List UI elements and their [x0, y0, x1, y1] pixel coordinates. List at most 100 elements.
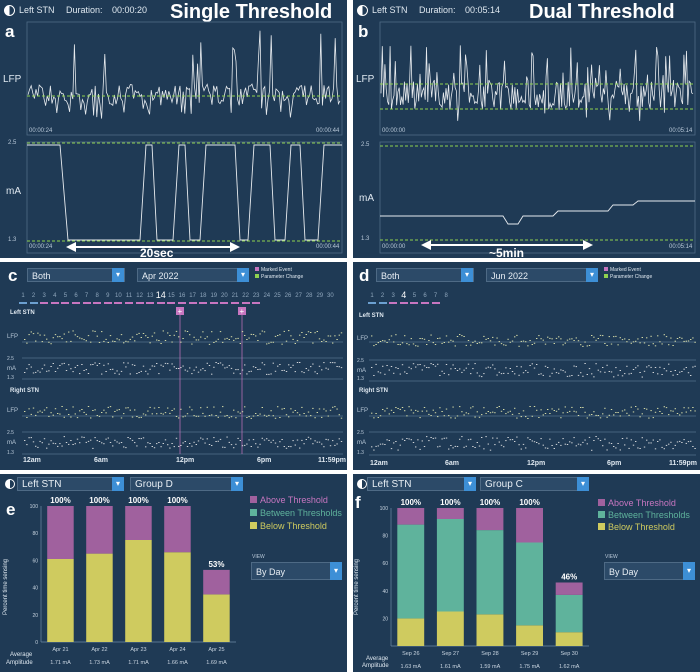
channel-name: Left STN — [19, 5, 55, 15]
chevron-down-icon[interactable]: ▾ — [464, 477, 476, 491]
marked-event-icon[interactable] — [238, 307, 246, 315]
day-button[interactable]: 10 — [115, 293, 122, 299]
day-button[interactable]: 12 — [136, 293, 143, 299]
day-button[interactable]: 30 — [327, 293, 334, 299]
span-label: ~5min — [489, 246, 524, 258]
day-button[interactable]: 24 — [263, 293, 271, 299]
x-tick-label: Apr 25 — [208, 647, 224, 653]
chevron-down-icon[interactable]: ▾ — [112, 477, 124, 491]
day-button[interactable]: 15 — [168, 293, 175, 299]
bar-segment — [125, 506, 152, 540]
day-selector: 1 2 3 4 5 6 7 8 9 10 11 12 13 14 15 16 17 18 19 20 21 22 23 24 2… — [18, 290, 338, 305]
day-button[interactable]: 13 — [146, 293, 154, 299]
day-button[interactable]: 2 — [31, 293, 36, 299]
chevron-down-icon[interactable]: ▾ — [237, 268, 249, 282]
toggle-icon[interactable] — [357, 5, 368, 16]
chevron-down-icon[interactable]: ▾ — [577, 477, 589, 491]
x-tick-label: Apr 24 — [169, 647, 185, 653]
mode-dropdown[interactable]: Both — [376, 268, 474, 282]
day-button[interactable]: 6 — [423, 293, 427, 299]
bar-segment — [47, 506, 74, 559]
toggle-icon[interactable] — [5, 479, 15, 489]
channel-dropdown[interactable]: Left STN — [367, 477, 476, 491]
y-tick-label: 100 — [380, 506, 389, 512]
day-button[interactable]: 16 — [178, 293, 186, 299]
day-button[interactable]: 7 — [433, 293, 438, 299]
bar-chart: 0 20 40 60 80 100 100% Apr 21 1.71 mA 100% Apr 22 1… — [30, 496, 236, 666]
day-button[interactable]: 21 — [231, 293, 239, 299]
panel-c: Both ▾ Apr 2022 ▾ Marked Event Parameter… — [0, 262, 347, 470]
panel-e: Left STN ▾ Group D ▾ e Above Threshold B… — [0, 474, 347, 672]
day-data-marker — [114, 302, 123, 304]
chevron-down-icon[interactable]: ▾ — [231, 477, 243, 491]
day-button[interactable]: 3 — [391, 293, 395, 299]
marked-event-icon[interactable] — [176, 307, 184, 315]
day-button[interactable]: 17 — [189, 293, 196, 299]
day-data-marker — [29, 302, 38, 304]
day-button[interactable]: 5 — [63, 293, 68, 299]
chevron-down-icon[interactable]: ▾ — [330, 562, 342, 580]
lfp-trace — [380, 45, 694, 121]
day-button[interactable]: 20 — [221, 293, 228, 299]
time-label: 6pm — [607, 460, 622, 467]
bar-total-label: 100% — [50, 496, 70, 505]
view-label: VIEW — [605, 554, 618, 560]
day-data-marker — [40, 302, 49, 304]
chevron-down-icon[interactable]: ▾ — [461, 268, 473, 282]
day-button[interactable]: 6 — [74, 293, 78, 299]
ma-max-label: 2.5 — [7, 356, 14, 362]
day-button[interactable]: 25 — [274, 293, 281, 299]
day-button[interactable]: 23 — [252, 293, 260, 299]
bar-chart: 20 40 60 80 100 100% Sep 26 1.63 mA 100% Sep 27 1.… — [380, 498, 589, 670]
day-button[interactable]: 9 — [106, 293, 110, 299]
day-button[interactable]: 27 — [295, 293, 302, 299]
day-button[interactable]: 11 — [125, 293, 133, 299]
panel-d: Both ▾ Jun 2022 ▾ Marked Event Parameter… — [353, 262, 700, 470]
bar-segment — [397, 524, 425, 619]
day-data-marker — [125, 302, 133, 304]
avg-label: Amplitude — [6, 660, 33, 666]
day-button[interactable]: 26 — [284, 293, 292, 299]
day-button[interactable]: 7 — [84, 293, 89, 299]
day-button[interactable]: 8 — [444, 293, 448, 299]
legend-between: Between Thresholds — [608, 510, 690, 520]
day-button[interactable]: 22 — [242, 293, 249, 299]
duration-label: Duration: — [66, 5, 103, 15]
y-tick-label: 80 — [382, 534, 388, 540]
y-tick-label: 0 — [35, 640, 38, 646]
day-button[interactable]: 1 — [21, 293, 25, 299]
day-button[interactable]: 4 — [401, 290, 407, 300]
svg-text:+: + — [178, 307, 183, 316]
toggle-icon[interactable] — [357, 479, 367, 489]
panel-a: Left STN Duration: 00:00:20 Single Thres… — [0, 0, 347, 258]
day-button[interactable]: 28 — [305, 293, 313, 299]
day-button[interactable]: 29 — [316, 293, 324, 299]
day-button[interactable]: 3 — [42, 293, 46, 299]
day-button[interactable]: 18 — [199, 293, 207, 299]
month-dropdown[interactable]: Apr 2022 — [137, 268, 249, 282]
day-button[interactable]: 2 — [380, 293, 385, 299]
day-button[interactable]: 19 — [210, 293, 218, 299]
day-button[interactable]: 5 — [412, 293, 417, 299]
day-data-marker — [421, 302, 429, 304]
day-button[interactable]: 1 — [370, 293, 374, 299]
marked-event-swatch — [604, 267, 608, 271]
day-data-marker — [103, 302, 112, 304]
above-swatch — [598, 499, 605, 506]
day-data-marker — [135, 302, 144, 304]
legend-param-change: Parameter Change — [610, 274, 653, 280]
day-button[interactable]: 8 — [95, 293, 99, 299]
chevron-down-icon[interactable]: ▾ — [683, 562, 695, 580]
month-dropdown[interactable]: Jun 2022 — [486, 268, 598, 282]
chevron-down-icon[interactable]: ▾ — [586, 268, 598, 282]
day-button[interactable]: 14 — [155, 290, 166, 300]
group-dropdown[interactable]: Group D — [130, 477, 243, 491]
day-button[interactable]: 4 — [53, 293, 57, 299]
chevron-down-icon[interactable]: ▾ — [112, 268, 124, 282]
y-tick-label: 80 — [32, 531, 38, 537]
span-label: 20sec — [140, 246, 174, 258]
legend-below: Below Threshold — [260, 521, 327, 531]
mode-dropdown[interactable]: Both — [27, 268, 125, 282]
toggle-icon[interactable] — [4, 5, 15, 16]
day-data-marker — [368, 302, 376, 304]
